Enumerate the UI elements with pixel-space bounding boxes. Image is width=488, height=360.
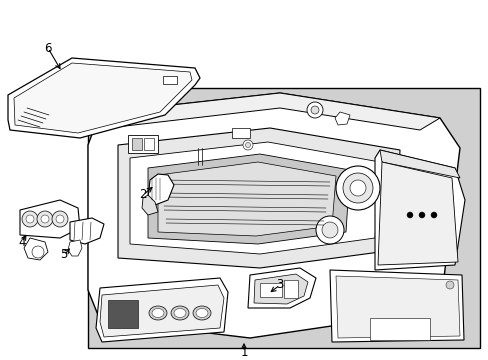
Text: 2: 2: [139, 189, 146, 202]
Ellipse shape: [152, 309, 163, 318]
Polygon shape: [379, 150, 459, 178]
Circle shape: [26, 215, 34, 223]
Circle shape: [342, 173, 372, 203]
Circle shape: [37, 211, 53, 227]
Polygon shape: [100, 285, 224, 337]
Bar: [231, 128, 249, 138]
Text: 6: 6: [44, 41, 52, 54]
Polygon shape: [329, 270, 463, 342]
Polygon shape: [148, 154, 349, 244]
Circle shape: [306, 102, 323, 118]
Circle shape: [315, 216, 343, 244]
Text: 5: 5: [60, 248, 67, 261]
Circle shape: [52, 211, 68, 227]
Bar: [163, 76, 177, 84]
Bar: [88, 88, 479, 348]
Circle shape: [310, 106, 318, 114]
Polygon shape: [130, 142, 379, 254]
Polygon shape: [142, 195, 158, 215]
Circle shape: [418, 212, 424, 218]
Polygon shape: [96, 278, 227, 342]
Polygon shape: [8, 58, 200, 138]
Ellipse shape: [171, 306, 189, 320]
Circle shape: [406, 212, 412, 218]
Bar: [369, 318, 429, 340]
Polygon shape: [374, 150, 464, 270]
Bar: [260, 283, 282, 297]
Circle shape: [245, 143, 250, 148]
Polygon shape: [377, 162, 457, 265]
Text: 4: 4: [18, 235, 26, 248]
Polygon shape: [70, 218, 104, 244]
Circle shape: [349, 180, 365, 196]
Polygon shape: [334, 112, 349, 125]
Circle shape: [430, 212, 436, 218]
Circle shape: [32, 246, 44, 258]
Polygon shape: [247, 268, 315, 308]
Circle shape: [445, 281, 453, 289]
Polygon shape: [88, 93, 459, 338]
Text: 3: 3: [276, 279, 283, 292]
Ellipse shape: [193, 306, 210, 320]
Bar: [284, 280, 297, 298]
Circle shape: [335, 166, 379, 210]
Circle shape: [41, 215, 49, 223]
Circle shape: [22, 211, 38, 227]
Ellipse shape: [149, 306, 167, 320]
Polygon shape: [68, 240, 82, 256]
Polygon shape: [24, 238, 48, 260]
Bar: [108, 300, 138, 328]
Polygon shape: [253, 274, 307, 304]
Circle shape: [321, 222, 337, 238]
Ellipse shape: [196, 309, 207, 318]
Circle shape: [56, 215, 64, 223]
Polygon shape: [148, 174, 174, 205]
Polygon shape: [335, 276, 459, 338]
Polygon shape: [158, 162, 335, 236]
Bar: [128, 135, 158, 153]
Circle shape: [243, 140, 252, 150]
Bar: [143, 138, 154, 150]
Text: 1: 1: [240, 346, 247, 359]
Bar: [132, 138, 142, 150]
Polygon shape: [100, 93, 439, 130]
Polygon shape: [20, 200, 80, 238]
Polygon shape: [118, 128, 399, 268]
Polygon shape: [14, 63, 192, 133]
Ellipse shape: [174, 309, 185, 318]
